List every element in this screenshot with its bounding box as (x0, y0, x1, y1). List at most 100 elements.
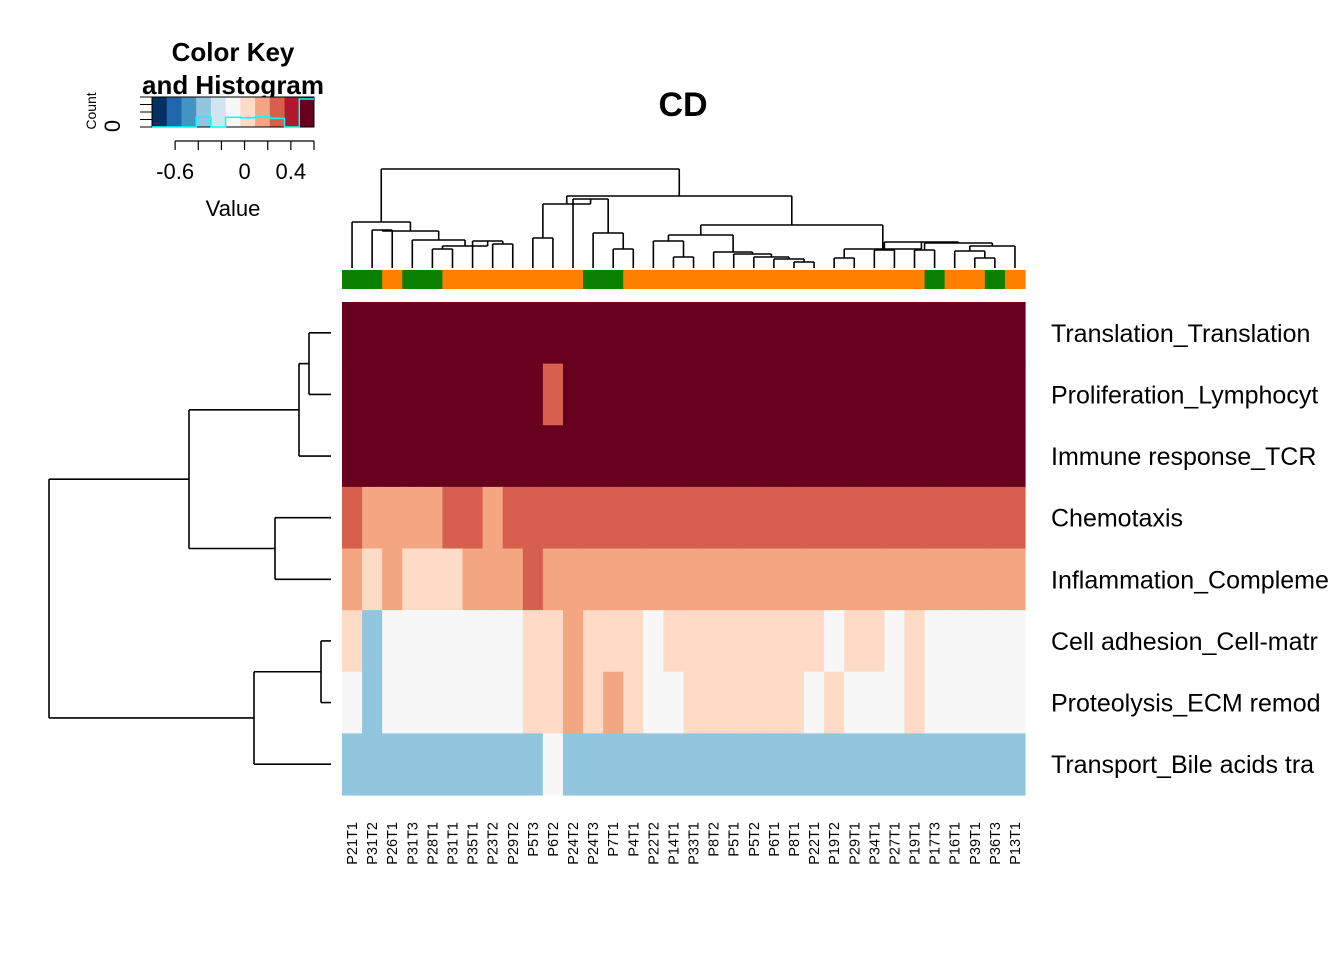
heatmap-cell (804, 425, 825, 488)
column-label: P19T2 (827, 822, 843, 865)
chart-title: CD (658, 86, 707, 124)
heatmap-cell (763, 363, 785, 426)
heatmap-cell (763, 610, 785, 673)
heatmap-cell (562, 548, 584, 611)
color-key-title-line2: and Histogram (142, 70, 324, 100)
heatmap-cell (944, 733, 966, 796)
heatmap-cell (342, 610, 363, 673)
heatmap-cell (502, 425, 524, 488)
heatmap-cell (703, 548, 725, 611)
heatmap-cell (643, 671, 665, 734)
heatmap-cell (502, 486, 524, 550)
heatmap-cell (562, 733, 584, 796)
heatmap-cell (402, 671, 423, 734)
heatmap-cell (804, 733, 825, 796)
row-label: Proliferation_Lymphocyt (1051, 381, 1318, 409)
heatmap-cell (783, 363, 805, 426)
heatmap-cell (422, 610, 444, 673)
heatmap-cell (482, 610, 504, 673)
color-key-swatch (196, 97, 212, 127)
row-label: Immune response_TCR (1051, 443, 1316, 471)
heatmap-cell (703, 486, 725, 550)
heatmap-cell (623, 425, 644, 488)
heatmap-cell (362, 363, 383, 426)
heatmap-cell (402, 363, 423, 426)
column-side-color (984, 270, 1006, 289)
color-key-swatch (152, 97, 168, 127)
heatmap-cell (924, 548, 946, 611)
heatmap-cell (743, 363, 765, 426)
heatmap-cell (743, 610, 765, 673)
column-label: P8T1 (787, 822, 803, 857)
color-key-xlabel: Value (206, 196, 261, 221)
heatmap-cell (442, 363, 464, 426)
column-side-color (402, 270, 423, 289)
color-key-histogram (140, 96, 314, 128)
column-label: P5T2 (747, 822, 763, 857)
column-label: P21T1 (345, 822, 361, 865)
heatmap-cell (462, 302, 484, 365)
heatmap-cell (804, 671, 825, 734)
heatmap-cell (643, 425, 665, 488)
heatmap-cell (763, 733, 785, 796)
heatmap-cell (864, 548, 885, 611)
column-label: P31T2 (365, 822, 381, 865)
heatmap-cell (924, 733, 946, 796)
heatmap-cell (743, 425, 765, 488)
heatmap-cell (442, 425, 464, 488)
heatmap-cell (562, 302, 584, 365)
heatmap-cell (562, 671, 584, 734)
heatmap-cell (542, 610, 564, 673)
heatmap-cell (884, 610, 906, 673)
heatmap-cell (703, 610, 725, 673)
column-label: P24T2 (566, 822, 582, 865)
heatmap-cell (984, 733, 1006, 796)
row-label: Inflammation_Compleme (1051, 566, 1329, 594)
heatmap-cell (924, 486, 946, 550)
heatmap-cell (522, 548, 544, 611)
heatmap-cell (683, 363, 705, 426)
heatmap-cell (864, 486, 885, 550)
column-side-color (844, 270, 865, 289)
heatmap-cell (944, 425, 966, 488)
heatmap-cell (663, 548, 685, 611)
heatmap-cell (643, 610, 665, 673)
heatmap-cell (382, 486, 403, 550)
heatmap-cell (623, 548, 644, 611)
heatmap-cell (522, 733, 544, 796)
column-side-color (663, 270, 685, 289)
heatmap-cell (984, 425, 1006, 488)
column-label: P33T1 (687, 822, 703, 865)
heatmap-cell (683, 610, 705, 673)
heatmap-cell (824, 671, 845, 734)
heatmap-cell (864, 733, 885, 796)
row-label: Translation_Translation (1051, 320, 1310, 348)
heatmap-cell (462, 486, 484, 550)
heatmap-cell (422, 425, 444, 488)
heatmap-cell (864, 302, 885, 365)
heatmap-cell (542, 486, 564, 550)
heatmap-cell (522, 425, 544, 488)
heatmap-cell (623, 610, 644, 673)
heatmap-cell (603, 671, 624, 734)
heatmap-cell (924, 610, 946, 673)
column-side-color (482, 270, 504, 289)
column-side-color (562, 270, 584, 289)
heatmap-cell (382, 610, 403, 673)
heatmap-cell (884, 486, 906, 550)
column-side-color (643, 270, 665, 289)
column-side-color (683, 270, 705, 289)
heatmap-cell (703, 425, 725, 488)
heatmap-cell (844, 610, 865, 673)
heatmap-cell (964, 671, 986, 734)
heatmap-cell (723, 425, 745, 488)
heatmap-cell (442, 486, 464, 550)
color-key-tick-label: 0 (238, 159, 250, 184)
color-key-swatch (240, 97, 256, 127)
column-label: P13T1 (1008, 822, 1024, 865)
heatmap-cell (984, 486, 1006, 550)
column-label: P4T1 (626, 822, 642, 857)
heatmap-cell (723, 733, 745, 796)
heatmap-cell (522, 486, 544, 550)
heatmap-cell (442, 733, 464, 796)
